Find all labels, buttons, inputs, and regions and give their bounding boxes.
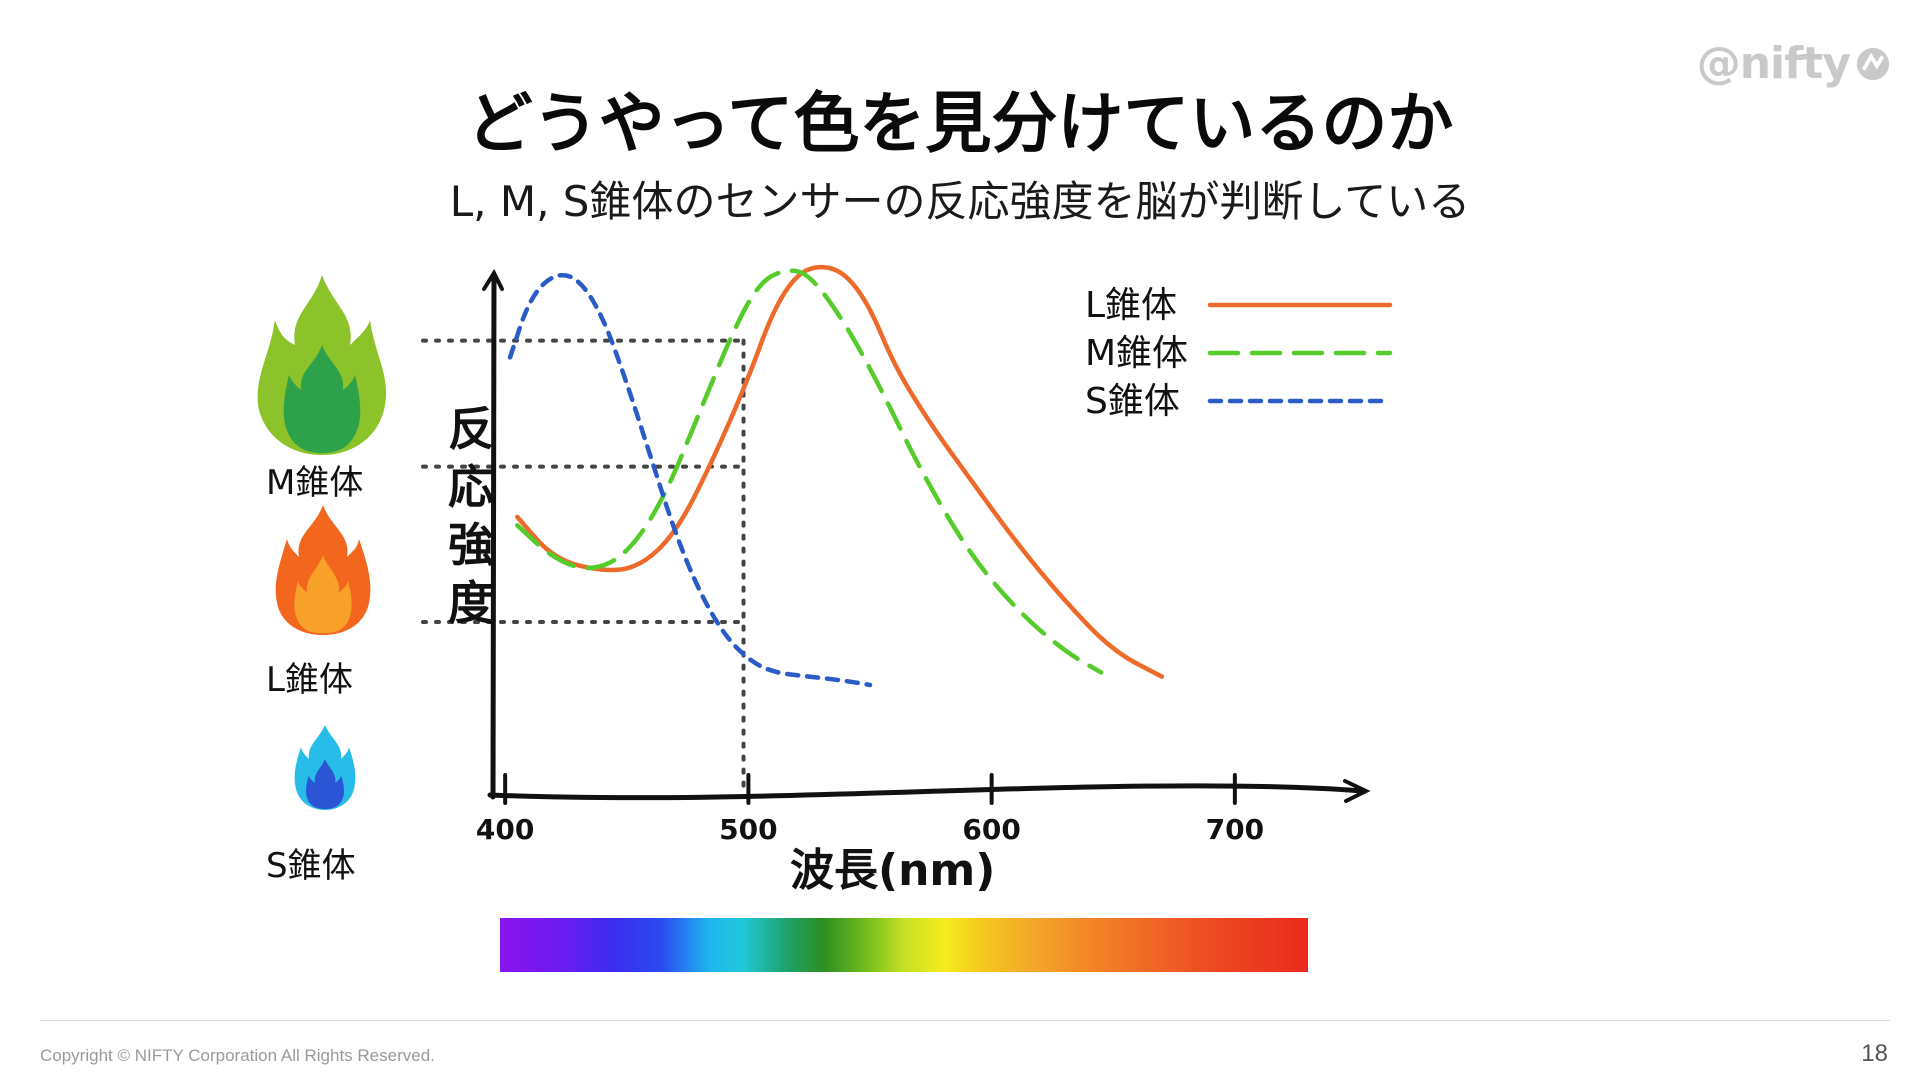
x-tick-label-500: 500 bbox=[719, 813, 777, 846]
y-axis bbox=[490, 272, 497, 800]
cone-label-l: L錐体 bbox=[266, 660, 353, 700]
x-tick-label-400: 400 bbox=[476, 813, 534, 846]
x-axis-arrow bbox=[1343, 779, 1371, 803]
slide-title: どうやって色を見分けているのか bbox=[466, 85, 1454, 162]
legend-label-S錐体: S錐体 bbox=[1085, 381, 1180, 422]
cone-response-chart: 400 500 600 700 反応強度 波長(nm) L錐体 M錐体 S錐体 bbox=[421, 264, 1393, 896]
blue-flame-icon bbox=[294, 725, 356, 810]
cone-label-m: M錐体 bbox=[266, 463, 364, 503]
visible-spectrum-bar bbox=[500, 918, 1308, 972]
y-axis-label: 反応強度 bbox=[448, 402, 494, 630]
copyright-text: Copyright © NIFTY Corporation All Rights… bbox=[40, 1046, 435, 1065]
x-axis-label: 波長(nm) bbox=[790, 845, 995, 896]
y-axis-arrow bbox=[482, 268, 504, 291]
orange-flame-icon bbox=[275, 505, 371, 635]
x-tick-label-700: 700 bbox=[1206, 813, 1264, 846]
series-line-L錐体 bbox=[515, 264, 1165, 679]
x-tick-label-600: 600 bbox=[962, 813, 1020, 846]
x-axis bbox=[487, 783, 1365, 801]
slide-subtitle: L, M, S錐体のセンサーの反応強度を脳が判断している bbox=[449, 177, 1471, 226]
green-flame-icon bbox=[257, 275, 387, 455]
nifty-logo: @nifty bbox=[1697, 38, 1892, 89]
page-number: 18 bbox=[1861, 1040, 1888, 1067]
reference-lines bbox=[421, 338, 746, 792]
cone-label-s: S錐体 bbox=[266, 846, 356, 886]
chart-legend: L錐体 M錐体 S錐体 bbox=[1085, 285, 1393, 422]
legend-label-L錐体: L錐体 bbox=[1085, 285, 1177, 326]
series-layer bbox=[507, 264, 1165, 688]
legend-label-M錐体: M錐体 bbox=[1085, 333, 1188, 374]
series-line-M錐体 bbox=[515, 268, 1104, 675]
nifty-mark-icon bbox=[1856, 47, 1890, 80]
footer-divider bbox=[40, 1020, 1890, 1021]
series-line-S錐体 bbox=[507, 272, 873, 688]
logo-text: @nifty bbox=[1696, 38, 1851, 89]
